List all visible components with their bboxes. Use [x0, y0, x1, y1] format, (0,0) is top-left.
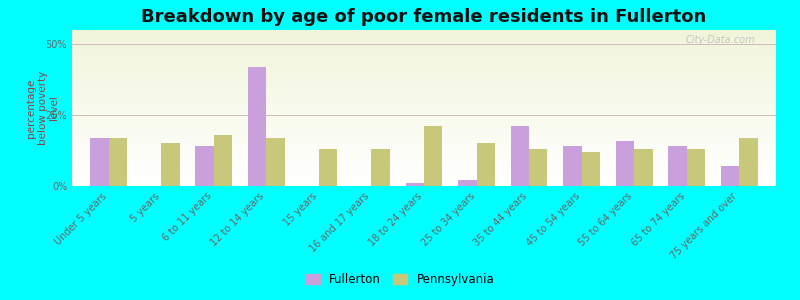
Bar: [162, 143, 180, 186]
Bar: [406, 183, 424, 186]
Bar: [582, 152, 600, 186]
Bar: [477, 143, 495, 186]
Bar: [266, 138, 285, 186]
Bar: [195, 146, 214, 186]
Bar: [529, 149, 547, 186]
Bar: [739, 138, 758, 186]
Bar: [248, 67, 266, 186]
Bar: [109, 138, 127, 186]
Bar: [214, 135, 232, 186]
Bar: [686, 149, 705, 186]
Title: Breakdown by age of poor female residents in Fullerton: Breakdown by age of poor female resident…: [142, 8, 706, 26]
Bar: [616, 141, 634, 186]
Bar: [319, 149, 338, 186]
Legend: Fullerton, Pennsylvania: Fullerton, Pennsylvania: [301, 269, 499, 291]
Bar: [424, 126, 442, 186]
Bar: [510, 126, 529, 186]
Bar: [371, 149, 390, 186]
Y-axis label: percentage
below poverty
level: percentage below poverty level: [26, 71, 59, 145]
Bar: [668, 146, 686, 186]
Bar: [721, 166, 739, 186]
Bar: [90, 138, 109, 186]
Bar: [634, 149, 653, 186]
Text: City-Data.com: City-Data.com: [686, 35, 755, 45]
Bar: [458, 180, 477, 186]
Bar: [563, 146, 582, 186]
